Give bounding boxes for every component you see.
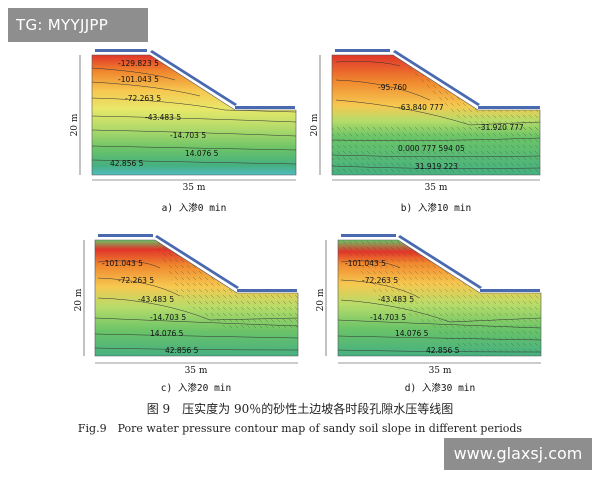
contour-label: 14.076 5: [395, 329, 429, 338]
contour-label: 42.856 5: [426, 346, 460, 355]
contour-label: -14.703 5: [150, 313, 186, 322]
panel-c: [83, 234, 299, 364]
channel-tag: TG: MYYJJPP: [8, 8, 148, 42]
subcaption-d: d) 入渗30 min: [405, 382, 475, 394]
figure-caption-cn: 图 9 压实度为 90％的砂性土边坡各时段孔隙水压等线图: [146, 402, 454, 416]
contour-label: -72.263 5: [362, 276, 398, 285]
height-label: 20 m: [70, 113, 80, 136]
width-label: 35 m: [425, 183, 448, 193]
subcaption-b: b) 入渗10 min: [401, 202, 471, 214]
contour-label: -14.703 5: [170, 131, 206, 140]
panel-b: [319, 49, 541, 181]
contour-label: -101.043 5: [345, 259, 386, 268]
contour-label: -43.483 5: [138, 295, 174, 304]
contour-label: 42.856 5: [165, 346, 199, 355]
contour-label: 14.076 5: [185, 149, 219, 158]
contour-label: 31.919 223: [415, 162, 458, 171]
figure-caption-en: Fig.9 Pore water pressure contour map of…: [77, 422, 523, 435]
contour-label: -101.043 5: [118, 75, 159, 84]
contour-label: -72.263 5: [118, 276, 154, 285]
contour-label: 0.000 777 594 05: [398, 144, 465, 153]
height-label: 20 m: [74, 288, 84, 311]
width-label: 35 m: [183, 183, 206, 193]
contour-label: -101.043 5: [102, 259, 143, 268]
panel-d: [325, 234, 542, 364]
site-watermark: www.glaxsj.com: [444, 438, 592, 470]
height-label: 20 m: [310, 113, 320, 136]
width-label: 35 m: [185, 366, 208, 376]
contour-label: -63.840 777: [398, 103, 444, 112]
width-label: 35 m: [429, 366, 452, 376]
subcaption-c: c) 入渗20 min: [161, 382, 231, 394]
subcaption-a: a) 入渗0 min: [162, 202, 227, 214]
contour-label: -129.823 5: [118, 59, 159, 68]
contour-label: -14.703 5: [370, 313, 406, 322]
contour-label: 42.856 5: [110, 159, 144, 168]
contour-label: -95.760: [378, 83, 407, 92]
contour-label: -43.483 5: [145, 113, 181, 122]
contour-label: -43.483 5: [378, 295, 414, 304]
contour-label: 14.076 5: [150, 329, 184, 338]
height-label: 20 m: [316, 288, 326, 311]
contour-label: -72.263 5: [125, 94, 161, 103]
contour-label: -31.920 777: [478, 123, 524, 132]
panel-a: [79, 49, 297, 181]
